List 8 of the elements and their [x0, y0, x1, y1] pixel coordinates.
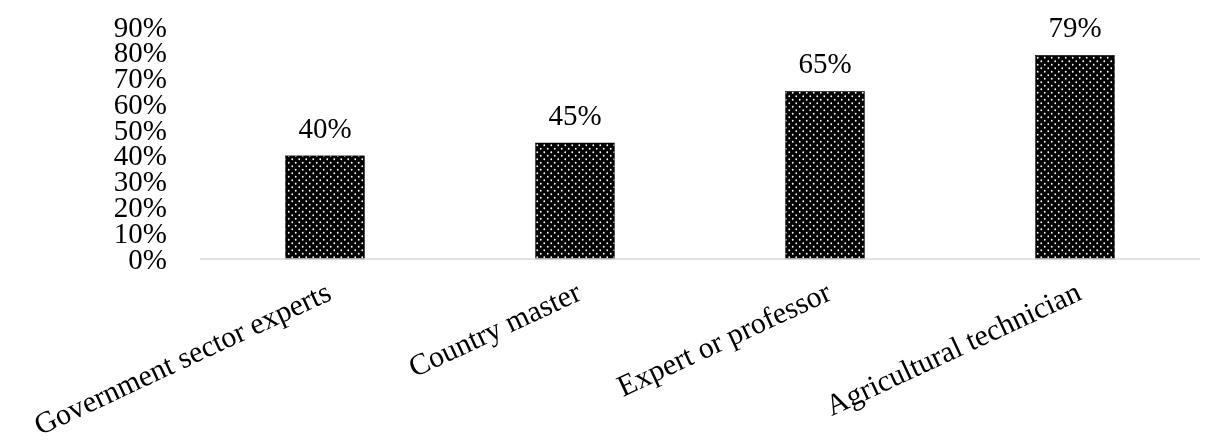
bar [785, 91, 865, 260]
data-label: 65% [798, 47, 852, 80]
data-label: 40% [298, 111, 352, 144]
data-label: 79% [1048, 11, 1102, 44]
bar [285, 155, 365, 260]
bar [535, 142, 615, 260]
bar [1035, 55, 1115, 260]
data-label: 45% [548, 99, 602, 131]
